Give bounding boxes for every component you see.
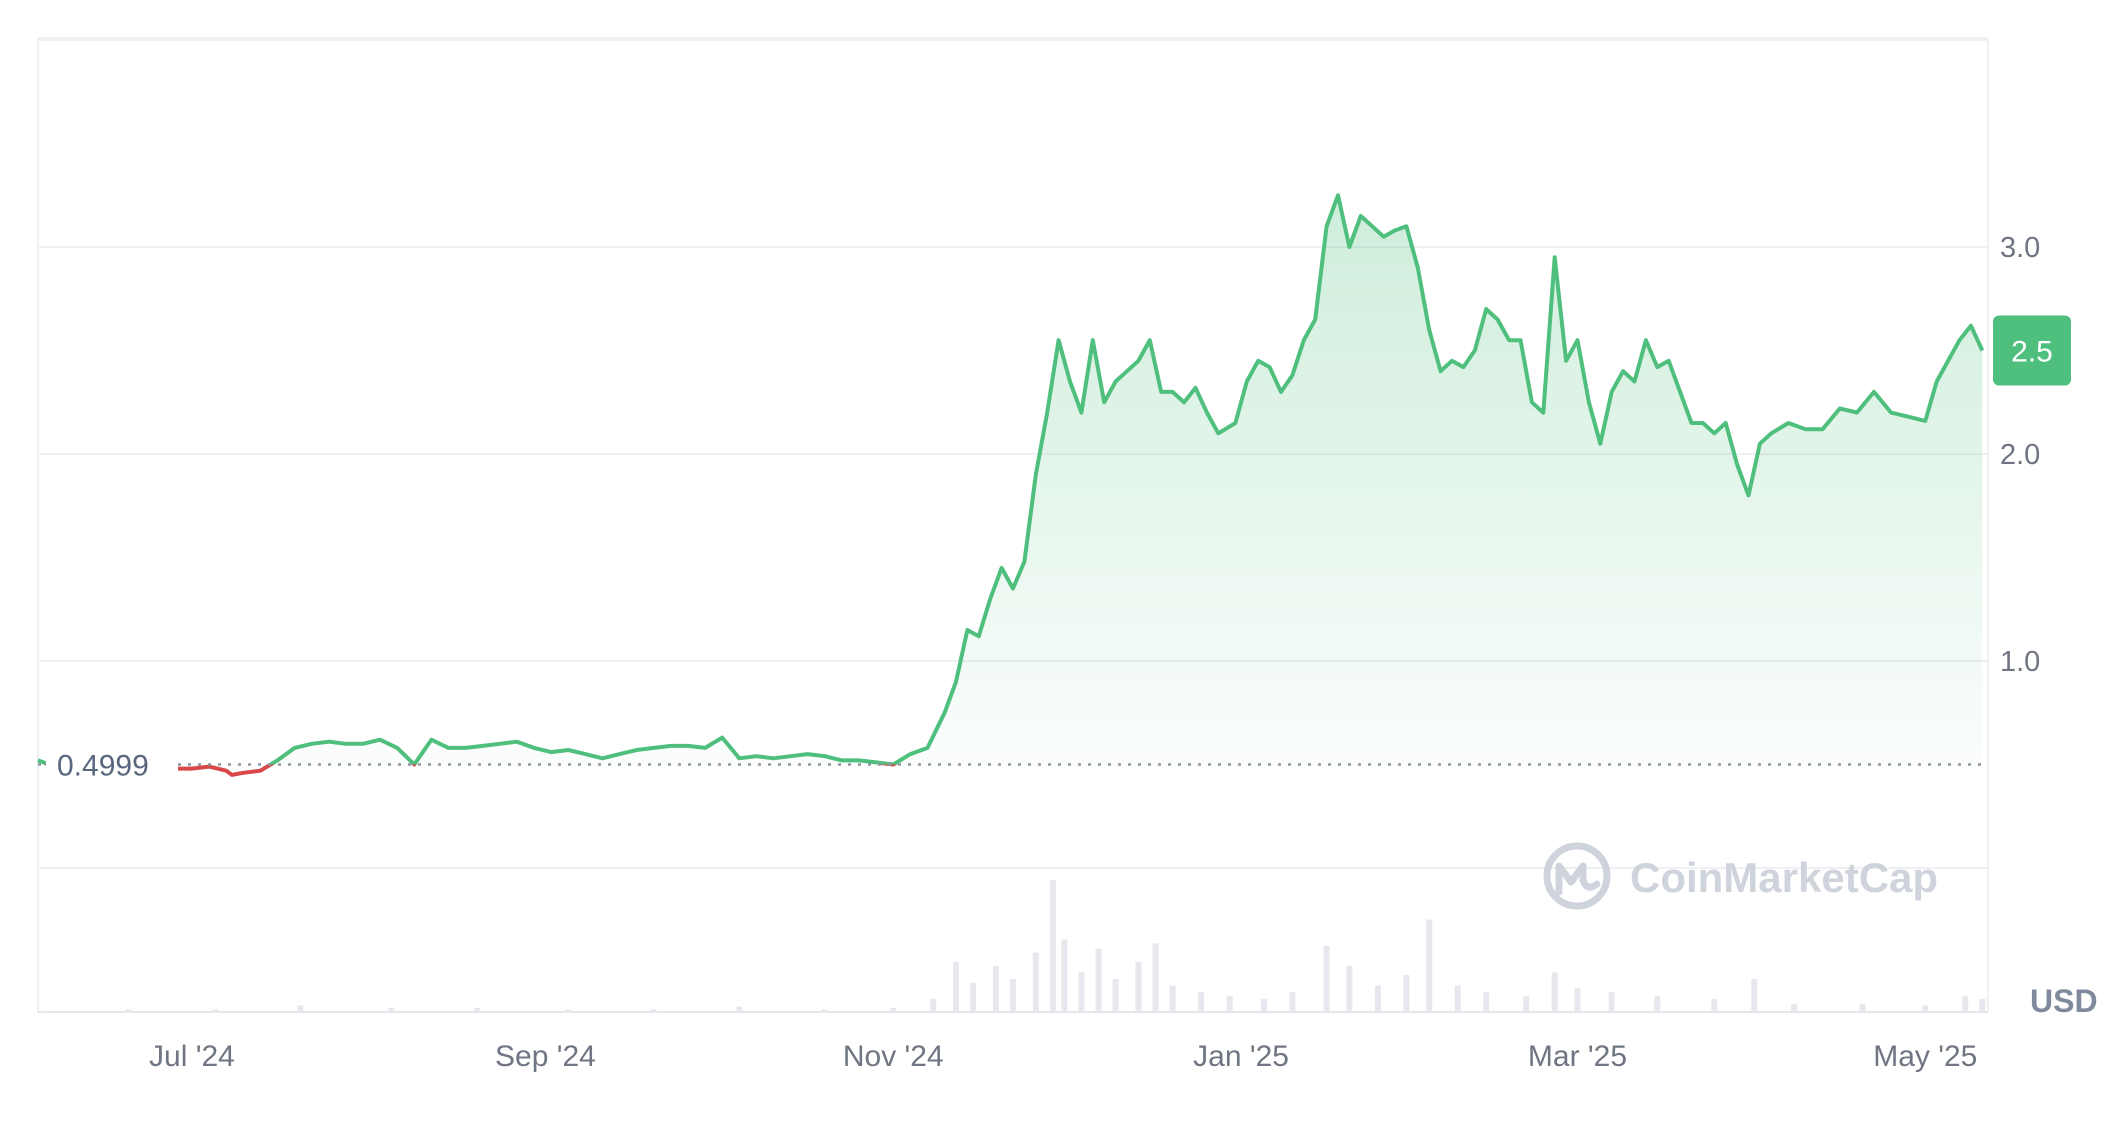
volume-bar-43 (1791, 1004, 1798, 1012)
volume-bar-41 (1711, 998, 1718, 1012)
reference-label: 0.4999 (46, 742, 178, 783)
volume-bar-22 (1135, 961, 1142, 1012)
volume-bar-44 (1859, 1004, 1866, 1012)
x-tick-label-2: Nov '24 (843, 1040, 944, 1073)
volume-bar-19 (1078, 972, 1085, 1012)
y-tick-label-2: 3.0 (2000, 232, 2040, 264)
volume-bar-29 (1323, 946, 1330, 1012)
watermark-text: CoinMarketCap (1630, 854, 1938, 901)
x-tick-label-3: Jan '25 (1193, 1040, 1289, 1073)
volume-bar-13 (970, 982, 977, 1012)
volume-bar-37 (1551, 972, 1558, 1012)
volume-bar-40 (1654, 996, 1661, 1012)
current-price-badge-bg (1993, 315, 2071, 386)
volume-bar-47 (1979, 998, 1986, 1012)
volume-bar-28 (1289, 992, 1296, 1012)
x-tick-label-1: Sep '24 (495, 1040, 596, 1073)
x-axis-labels: Jul '24 Sep '24 Nov '24 Jan '25 Mar '25 May '… (149, 1040, 1977, 1073)
volume-bar-38 (1574, 988, 1581, 1012)
volume-bar-16 (1032, 952, 1039, 1012)
current-price-value: 2.5 (2011, 336, 2053, 369)
volume-bar-31 (1374, 985, 1381, 1012)
volume-bar-12 (952, 961, 959, 1012)
volume-bar-25 (1198, 992, 1205, 1012)
volume-bar-1 (126, 1009, 133, 1012)
volume-bar-15 (1010, 979, 1016, 1012)
volume-bar-2 (211, 1009, 218, 1012)
volume-bar-6 (565, 1009, 572, 1012)
y-tick-label-0: 1.0 (2000, 646, 2040, 678)
volume-bar-27 (1260, 998, 1267, 1012)
currency-unit-label: USD (2030, 983, 2098, 1019)
volume-bar-11 (930, 998, 937, 1012)
volume-bar-17 (1049, 880, 1056, 1012)
volume-bar-39 (1608, 992, 1615, 1012)
volume-bar-4 (388, 1008, 395, 1012)
volume-bar-45 (1922, 1005, 1929, 1012)
volume-bar-7 (650, 1009, 657, 1012)
volume-bar-3 (297, 1005, 304, 1012)
reference-label-bg (46, 742, 178, 783)
volume-bar-26 (1226, 996, 1233, 1012)
price-line-above-reference (37, 193, 1985, 765)
x-tick-label-0: Jul '24 (149, 1040, 235, 1073)
volume-bar-34 (1454, 985, 1461, 1012)
volume-bar-0 (40, 1010, 47, 1012)
volume-bar-9 (821, 1009, 828, 1012)
volume-bar-8 (736, 1006, 743, 1012)
volume-bar-5 (474, 1008, 481, 1012)
coinmarketcap-watermark: CoinMarketCap (1543, 842, 1938, 910)
volume-bar-42 (1751, 979, 1758, 1012)
volume-bar-35 (1483, 992, 1490, 1012)
volume-bar-30 (1346, 965, 1353, 1012)
volume-bar-36 (1523, 996, 1530, 1012)
price-area-fill (38, 195, 1983, 775)
x-tick-label-4: Mar '25 (1528, 1040, 1627, 1073)
y-tick-label-1: 2.0 (2000, 439, 2040, 471)
reference-value-label: 0.4999 (57, 750, 149, 783)
volume-bar-18 (1061, 939, 1068, 1012)
volume-bar-21 (1112, 979, 1119, 1012)
coinmarketcap-logo-icon (1543, 842, 1611, 910)
volume-bar-32 (1403, 975, 1410, 1012)
volume-bar-10 (890, 1008, 897, 1012)
volume-bar-23 (1152, 943, 1159, 1012)
volume-bar-33 (1426, 919, 1433, 1012)
volume-bar-20 (1095, 948, 1102, 1012)
y-axis-labels: 1.0 2.0 3.0 (2000, 232, 2040, 678)
volume-bars (40, 880, 1986, 1012)
current-price-badge: 2.5 (1993, 315, 2071, 386)
volume-bar-46 (1962, 996, 1969, 1012)
volume-bar-14 (992, 965, 999, 1012)
x-tick-label-5: May '25 (1873, 1040, 1977, 1073)
volume-bar-24 (1169, 985, 1176, 1012)
